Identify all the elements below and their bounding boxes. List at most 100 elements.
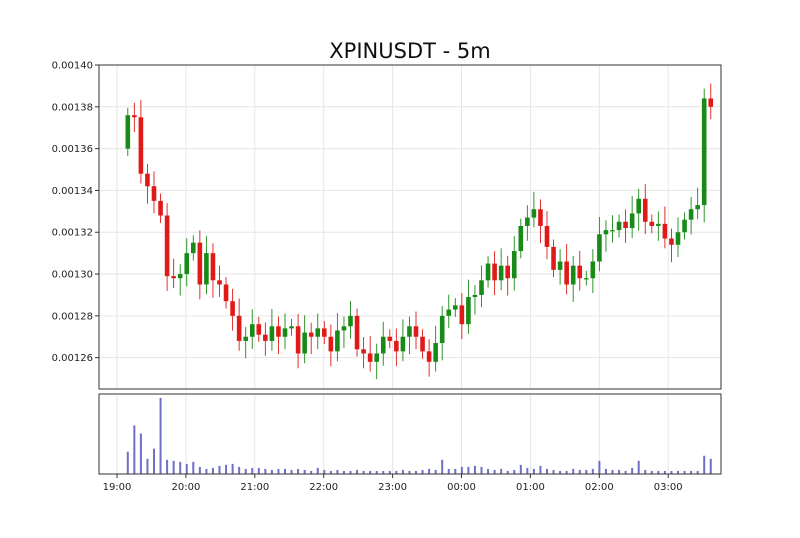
- candle-body: [354, 315, 360, 350]
- volume-bar: [369, 470, 372, 474]
- candle-body: [584, 278, 589, 280]
- time-tick-label: 19:00: [103, 482, 132, 493]
- candle-body: [322, 328, 327, 337]
- candle-body: [597, 234, 602, 262]
- time-tick-label: 20:00: [171, 482, 200, 493]
- candle-body: [616, 221, 622, 231]
- price-tick-label: 0.00132: [52, 228, 93, 239]
- candle-body: [263, 334, 268, 341]
- volume-bar: [631, 467, 634, 474]
- volume-bar: [467, 466, 470, 474]
- candle-body: [662, 223, 668, 239]
- volume-bar: [264, 468, 267, 474]
- volume-bar: [500, 468, 503, 474]
- volume-bar: [683, 470, 686, 474]
- price-panel-frame: [98, 64, 722, 390]
- candle-body: [184, 253, 190, 275]
- candle-body: [282, 328, 288, 337]
- candle-body: [164, 215, 170, 277]
- candle-body: [570, 265, 576, 285]
- time-tick-label: 21:00: [240, 482, 269, 493]
- volume-bar: [572, 468, 575, 474]
- volume-bar: [663, 470, 666, 474]
- volume-bar: [362, 470, 365, 474]
- time-tick-label: 23:00: [378, 482, 407, 493]
- candle-body: [315, 328, 321, 337]
- candle-body: [204, 253, 209, 285]
- volume-bar: [133, 425, 136, 474]
- volume-bar: [526, 467, 529, 474]
- candle-body: [511, 251, 517, 279]
- candle-body: [525, 217, 530, 226]
- volume-bar: [434, 469, 437, 474]
- volume-bar: [310, 470, 313, 474]
- candle-body: [243, 336, 248, 341]
- candle-body: [629, 213, 635, 229]
- candle-body: [433, 343, 438, 362]
- candle-body: [145, 173, 150, 187]
- volume-bar: [487, 468, 490, 474]
- volume-bar: [238, 466, 241, 474]
- candle-body: [197, 242, 203, 285]
- candle-body: [249, 324, 255, 337]
- volume-bar: [251, 467, 254, 474]
- volume-bar: [356, 469, 359, 474]
- candle-body: [688, 209, 694, 220]
- volume-bar: [257, 467, 260, 474]
- candle-body: [564, 261, 569, 285]
- volume-bar: [388, 470, 391, 474]
- candle-body: [341, 326, 347, 331]
- candle-body: [479, 280, 484, 295]
- candle-body: [132, 115, 137, 118]
- candle-body: [538, 209, 543, 226]
- candles: [125, 83, 714, 380]
- volume-bar: [604, 468, 607, 474]
- volume-bar: [552, 469, 555, 474]
- volume-bar: [277, 468, 280, 474]
- volume-bar: [172, 460, 175, 474]
- candle-body: [485, 263, 491, 281]
- candle-body: [472, 294, 478, 298]
- volume-grid: [116, 394, 669, 474]
- time-tick-label: 02:00: [585, 482, 614, 493]
- volume-bar: [421, 469, 424, 474]
- volume-bar: [297, 468, 300, 474]
- candle-body: [590, 261, 596, 279]
- volume-bar: [205, 468, 208, 474]
- candle-body: [669, 238, 674, 245]
- volume-bar: [585, 469, 588, 474]
- volume-bar: [192, 461, 195, 474]
- candle-body: [505, 265, 510, 279]
- candle-body: [302, 332, 307, 354]
- volume-bar: [460, 466, 463, 474]
- candle-body: [577, 265, 583, 279]
- volume-bar: [709, 458, 712, 474]
- candle-body: [210, 253, 216, 281]
- volume-bar: [644, 469, 647, 474]
- candle-body: [623, 221, 628, 229]
- price-tick-label: 0.00128: [52, 311, 93, 322]
- candle-body: [374, 353, 379, 362]
- volume-bar: [650, 470, 653, 474]
- candle-body: [158, 200, 163, 216]
- volume-bar: [126, 451, 129, 474]
- price-tick-label: 0.00140: [52, 61, 93, 72]
- volume-bar: [225, 464, 228, 474]
- volume-bar: [598, 460, 601, 474]
- candle-body: [557, 261, 563, 270]
- volume-bar: [559, 470, 562, 474]
- volume-bar: [395, 470, 398, 474]
- candle-body: [413, 326, 419, 337]
- candle-body: [394, 340, 399, 352]
- volume-bar: [244, 468, 247, 474]
- candle-body: [459, 305, 465, 325]
- price-tick-label: 0.00134: [52, 186, 93, 197]
- volume-bar: [657, 470, 660, 474]
- candle-body: [531, 209, 537, 218]
- volume-bar: [506, 470, 509, 474]
- volume-bar: [565, 470, 568, 474]
- volume-bar: [591, 468, 594, 474]
- candle-body: [649, 221, 655, 226]
